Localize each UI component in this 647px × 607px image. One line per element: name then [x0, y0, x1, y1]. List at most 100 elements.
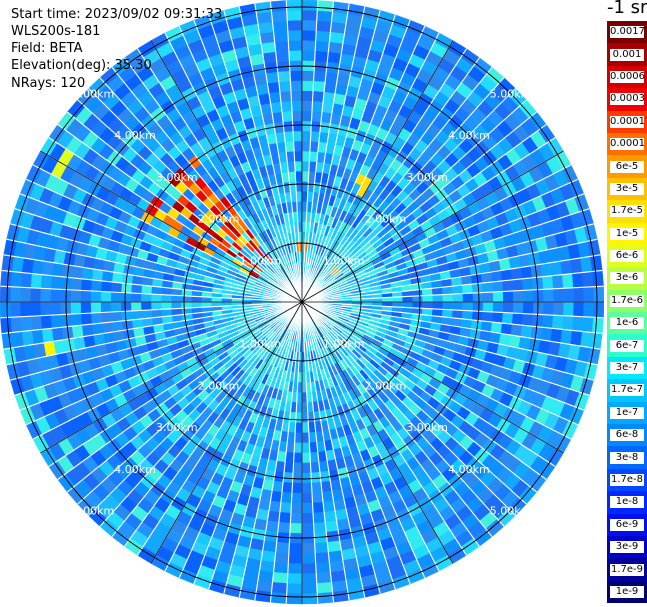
ppi-cell: [282, 120, 294, 133]
ppi-cell: [542, 314, 554, 329]
ppi-cell: [553, 288, 564, 303]
range-ring-label: 1.00km: [240, 254, 282, 267]
ppi-cell: [275, 542, 290, 554]
ppi-cell: [150, 293, 162, 303]
ppi-cell: [520, 324, 533, 339]
ppi-cell: [301, 50, 316, 61]
ppi-cell: [501, 279, 514, 292]
ppi-cell: [311, 491, 324, 504]
ppi-cell: [286, 573, 303, 585]
ppi-cell: [80, 301, 92, 314]
ppi-cell: [70, 277, 82, 291]
ray-separator: [301, 3, 350, 303]
ppi-cell: [291, 110, 303, 122]
ppi-cell: [288, 553, 303, 564]
ppi-cell: [260, 550, 276, 563]
ppi-cell: [277, 70, 291, 82]
ppi-cell: [71, 324, 84, 339]
ppi-cell: [282, 471, 294, 484]
ppi-cell: [130, 301, 142, 312]
ppi-cell: [259, 560, 275, 573]
ppi-cell: [0, 301, 11, 319]
colorbar-tick-label: 1.7e-8: [610, 474, 644, 486]
ppi-cell: [40, 314, 52, 330]
ppi-data-cells: [0, 0, 604, 605]
ppi-cell: [50, 301, 61, 316]
ppi-cell: [590, 332, 603, 350]
ppi-cell: [301, 492, 313, 504]
ppi-cell: [590, 254, 603, 272]
ppi-cell: [9, 301, 21, 318]
ppi-cell: [301, 432, 310, 444]
ppi-cell: [314, 542, 329, 554]
ppi-cell: [273, 562, 289, 574]
colorbar-segment: 1e-8: [607, 491, 647, 514]
ppi-cell: [301, 563, 317, 575]
ppi-cell: [291, 482, 303, 494]
ppi-cell: [100, 280, 113, 293]
ppi-cell: [281, 481, 293, 494]
ppi-cell: [502, 301, 514, 314]
ppi-cell: [301, 19, 318, 31]
ppi-cell: [290, 90, 303, 102]
colorbar-segment: 3e-9: [607, 535, 647, 559]
ppi-cell: [301, 543, 316, 554]
ppi-cell: [522, 277, 534, 291]
ppi-cell: [301, 583, 318, 595]
ppi-cell: [510, 267, 523, 281]
ppi-cell: [552, 314, 564, 330]
ppi-cell: [432, 294, 444, 303]
ppi-cell: [572, 272, 584, 289]
ppi-cell: [31, 259, 44, 275]
colorbar-tick-label: 1.7e-7: [610, 384, 644, 397]
colorbar-segment: 0.0001: [607, 132, 647, 156]
ppi-cell: [550, 328, 563, 344]
ppi-cell: [40, 288, 51, 303]
ppi-cell: [553, 301, 564, 316]
ppi-cell: [301, 472, 312, 484]
colorbar-segment: 0.0006: [607, 65, 647, 89]
ppi-cell: [471, 310, 484, 322]
ppi-cell: [583, 301, 595, 318]
ppi-cell: [562, 273, 574, 289]
ppi-cell: [51, 262, 64, 277]
ppi-cell: [301, 553, 316, 564]
instrument-id: WLS200s-181: [11, 24, 101, 39]
ppi-cell: [563, 287, 575, 303]
range-ring-label: 2.00km: [365, 379, 407, 392]
ppi-cell: [543, 288, 554, 303]
ppi-cell: [140, 293, 152, 303]
ppi-cell: [285, 593, 303, 605]
ppi-cell: [286, 19, 303, 31]
ppi-cell: [301, 0, 319, 11]
ppi-cell: [287, 563, 303, 575]
ppi-cell: [301, 120, 312, 132]
ppi-cell: [312, 511, 326, 524]
ppi-cell: [311, 110, 323, 123]
ppi-cell: [31, 329, 44, 345]
colorbar: 0.0017 0.001 0.0006 0.0003 0.00017 0.0001 6e-5…: [607, 21, 647, 604]
ppi-cell: [290, 80, 303, 92]
ppi-cell: [100, 291, 112, 303]
ppi-cell: [120, 310, 133, 322]
ppi-cell: [482, 291, 494, 303]
ppi-cell: [301, 140, 311, 152]
ppi-cell: [288, 40, 303, 51]
ppi-cell: [501, 312, 514, 325]
ppi-cell: [543, 301, 554, 316]
ppi-cell: [294, 422, 303, 434]
ppi-cell: [511, 312, 524, 326]
colorbar-segment: 1e-7: [607, 401, 647, 425]
ppi-cell: [0, 317, 12, 334]
colorbar-tick-label: 0.0017: [610, 26, 645, 39]
colorbar-segment: 0.0017: [607, 21, 647, 44]
ppi-cell: [20, 315, 32, 332]
ppi-cell: [327, 540, 342, 553]
colorbar-segment: 1.7e-6: [607, 289, 647, 313]
colorbar-tick-label: 0.001: [610, 48, 644, 61]
ray-separator: [301, 19, 411, 303]
ppi-cell: [472, 292, 484, 303]
ppi-cell: [481, 281, 494, 293]
ppi-cell: [312, 80, 326, 93]
ray-separator: [301, 6, 366, 303]
